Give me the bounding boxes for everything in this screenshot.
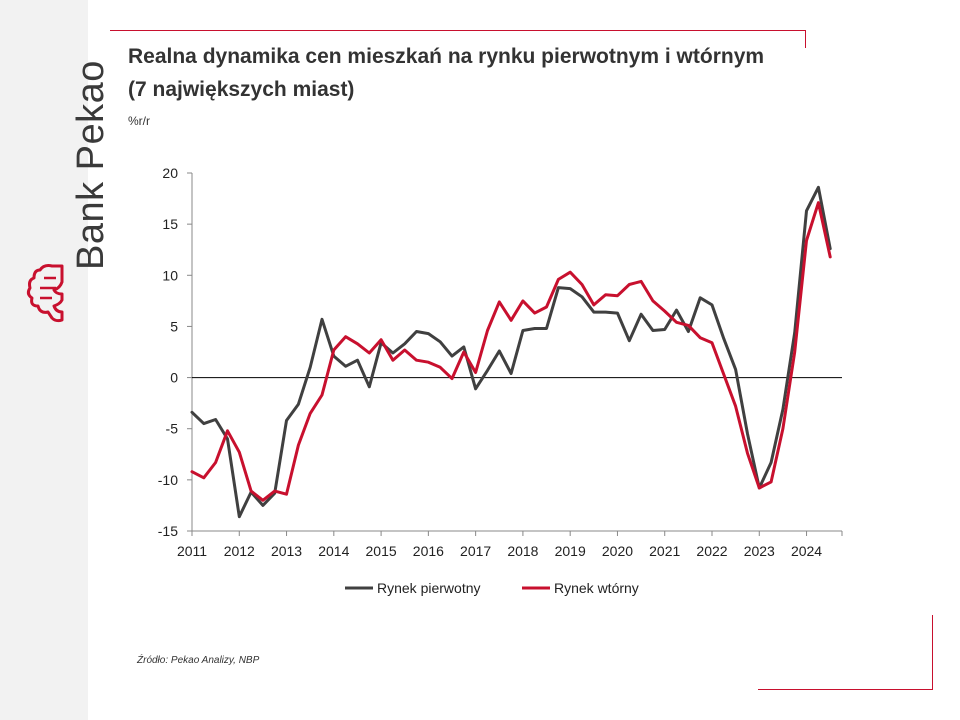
x-tick-label: 2020 — [602, 543, 633, 559]
x-tick-label: 2019 — [555, 543, 586, 559]
chart-unit: %r/r — [128, 114, 150, 128]
corner-frame-line — [758, 689, 933, 690]
x-tick-label: 2014 — [318, 543, 349, 559]
title-frame-tick — [805, 30, 806, 48]
x-tick-label: 2012 — [224, 543, 255, 559]
x-tick-label: 2022 — [696, 543, 727, 559]
x-axis: 2011 2012 2013 2014 2015 2016 2017 2018 2019 2020… — [177, 530, 843, 559]
x-tick-label: 2018 — [507, 543, 538, 559]
series-line-rynek-pierwotny — [190, 185, 832, 519]
y-tick-label: 20 — [162, 165, 178, 181]
y-tick-label: -15 — [158, 523, 178, 539]
y-tick-label: 5 — [170, 318, 178, 334]
corner-frame-tick — [932, 615, 933, 690]
source-note: Źródło: Pekao Analizy, NBP — [137, 655, 260, 666]
x-tick-label: 2013 — [271, 543, 302, 559]
y-tick-label: 15 — [162, 216, 178, 232]
brand: Bank Pekao — [6, 30, 112, 330]
y-tick-label: -10 — [158, 472, 178, 488]
legend: Rynek pierwotny Rynek wtórny — [345, 580, 639, 596]
title-frame-line — [110, 30, 805, 31]
y-tick-label: 0 — [170, 370, 178, 386]
legend-label: Rynek wtórny — [554, 580, 639, 596]
x-tick-label: 2024 — [791, 543, 822, 559]
legend-label: Rynek pierwotny — [377, 580, 481, 596]
series-lines — [190, 185, 832, 519]
series-line-rynek-wtorny — [190, 201, 832, 502]
x-tick-label: 2023 — [744, 543, 775, 559]
bison-logo-icon — [26, 264, 64, 323]
x-tick-label: 2015 — [366, 543, 397, 559]
x-tick-label: 2021 — [649, 543, 680, 559]
chart-title: Realna dynamika cen mieszkań na rynku pi… — [128, 45, 765, 101]
y-tick-label: -5 — [166, 421, 179, 437]
sidebar: Bank Pekao — [0, 0, 112, 720]
y-tick-label: 10 — [162, 267, 178, 283]
x-tick-label: 2011 — [177, 543, 207, 559]
x-tick-label: 2017 — [460, 543, 491, 559]
x-tick-label: 2016 — [413, 543, 444, 559]
